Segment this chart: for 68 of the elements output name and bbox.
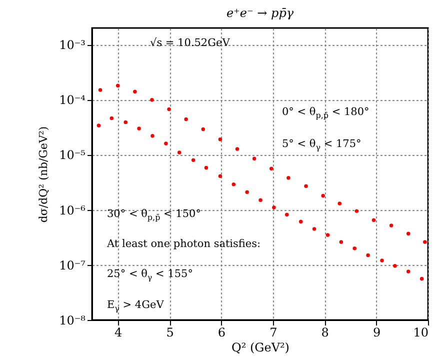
annotation: 0° < θ$_{p,p̄}$ < 180° bbox=[282, 106, 370, 120]
x-tick-label: 8 bbox=[321, 326, 329, 340]
point bbox=[150, 98, 154, 102]
x-tick-label: 5 bbox=[166, 326, 174, 340]
y-tick-label: 10⁻⁵ bbox=[59, 148, 86, 162]
point bbox=[177, 150, 182, 154]
point bbox=[393, 264, 397, 268]
point bbox=[406, 270, 410, 274]
y-tick-label: 10⁻⁷ bbox=[59, 258, 86, 272]
point bbox=[272, 206, 276, 210]
x-tick-label: 10 bbox=[413, 326, 428, 340]
y-tick-label: 10⁻⁸ bbox=[59, 314, 86, 328]
point bbox=[304, 184, 308, 188]
x-tick-label: 6 bbox=[218, 326, 226, 340]
annotation: E$_{γ}$ > 4GeV bbox=[107, 299, 164, 314]
point bbox=[270, 166, 274, 170]
point bbox=[201, 127, 206, 132]
point bbox=[191, 158, 196, 162]
point bbox=[164, 142, 168, 146]
point bbox=[150, 134, 154, 138]
point bbox=[245, 190, 249, 194]
point bbox=[372, 218, 376, 222]
y-tick-label: 10⁻⁴ bbox=[59, 93, 86, 108]
point bbox=[286, 176, 290, 180]
x-tick-label: 4 bbox=[114, 326, 123, 340]
point bbox=[235, 147, 240, 151]
point bbox=[326, 233, 330, 237]
point bbox=[137, 126, 141, 130]
point bbox=[380, 258, 384, 262]
x-axis-title: Q² (GeV²) bbox=[232, 340, 290, 354]
point bbox=[110, 116, 114, 120]
point bbox=[232, 182, 236, 186]
annotation: 30° < θ$_{p,p̄}$ < 150° bbox=[107, 208, 201, 222]
point bbox=[285, 212, 289, 216]
point bbox=[406, 232, 410, 236]
annotation: 25° < θ$_{γ}$ < 155° bbox=[107, 268, 193, 282]
point bbox=[339, 240, 344, 244]
point bbox=[167, 107, 171, 112]
point bbox=[96, 124, 101, 128]
point bbox=[218, 138, 222, 142]
x-tick-label: 9 bbox=[372, 326, 381, 340]
annotation: At least one photon satisfies: bbox=[107, 238, 261, 250]
point bbox=[423, 240, 427, 244]
annotation: √s = 10.52GeV bbox=[150, 37, 230, 49]
y-axis-title: dσ/dQ² (nb/GeV²) bbox=[37, 126, 50, 223]
point bbox=[204, 166, 208, 170]
y-tick-label: 10⁻⁶ bbox=[59, 203, 86, 218]
point bbox=[298, 220, 303, 224]
point bbox=[258, 198, 262, 202]
point bbox=[366, 253, 370, 258]
point bbox=[116, 84, 120, 88]
point bbox=[338, 202, 342, 206]
point bbox=[133, 90, 137, 94]
point bbox=[252, 156, 256, 161]
x-tick-label: 7 bbox=[270, 326, 278, 340]
point bbox=[321, 194, 325, 198]
point bbox=[218, 174, 222, 178]
point bbox=[184, 117, 188, 122]
point bbox=[352, 246, 356, 250]
point bbox=[312, 227, 316, 231]
point bbox=[98, 88, 102, 92]
annotation: 5° < θ$_{γ}$ < 175° bbox=[282, 138, 362, 152]
point bbox=[420, 276, 424, 281]
point bbox=[389, 224, 394, 228]
point bbox=[354, 209, 359, 213]
chart-title: e⁺e⁻ → pp̄γ bbox=[226, 6, 294, 20]
y-tick-label: 10⁻³ bbox=[59, 38, 86, 52]
point bbox=[124, 120, 128, 124]
